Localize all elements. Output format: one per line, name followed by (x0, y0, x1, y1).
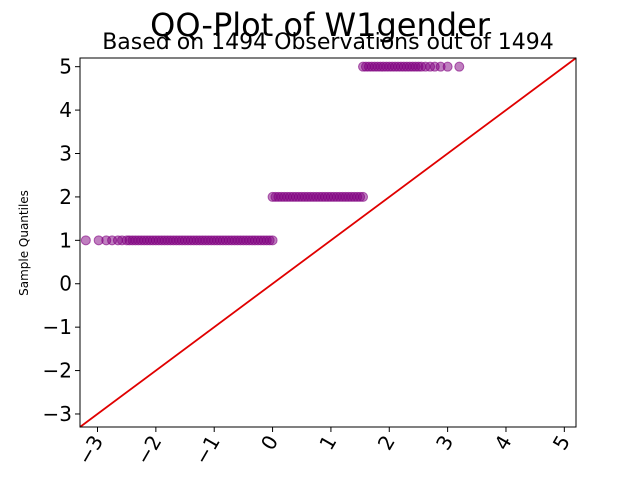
y-tick-label: 3 (59, 142, 72, 166)
reference-line (79, 57, 577, 428)
data-point (80, 235, 91, 246)
y-tick-label: 2 (59, 185, 72, 209)
x-tick-label: −1 (189, 431, 225, 469)
x-tick-label: 5 (548, 431, 575, 454)
x-tick-label: −2 (131, 431, 167, 469)
y-tick-label: −2 (43, 359, 72, 383)
data-point (358, 191, 369, 202)
y-axis-label: Sample Quantiles (17, 190, 31, 296)
y-tick-label: 5 (59, 55, 72, 79)
y-tick-label: −3 (43, 402, 72, 426)
data-point (442, 61, 453, 72)
chart-subtitle: Based on 1494 Observations out of 1494 (102, 30, 554, 55)
x-tick-label: 0 (256, 431, 283, 454)
data-point (267, 235, 278, 246)
x-axis: −3 −2 −1 0 1 2 3 4 5 (73, 427, 575, 469)
y-axis: −3 −2 −1 0 1 2 3 4 5 (43, 55, 80, 426)
plot-frame (79, 57, 577, 428)
y-tick-label: 4 (59, 98, 72, 122)
y-tick-label: 0 (59, 272, 72, 296)
x-tick-label: 2 (373, 431, 400, 454)
points-layer (80, 61, 465, 246)
chart-title: QQ-Plot of W1gender (150, 6, 491, 44)
y-tick-label: 1 (59, 228, 72, 252)
x-tick-label: −3 (73, 431, 109, 469)
data-point (454, 61, 465, 72)
x-tick-label: 3 (431, 431, 458, 454)
y-tick-label: −1 (43, 315, 72, 339)
x-tick-label: 4 (489, 431, 516, 454)
x-tick-label: 1 (314, 431, 341, 454)
